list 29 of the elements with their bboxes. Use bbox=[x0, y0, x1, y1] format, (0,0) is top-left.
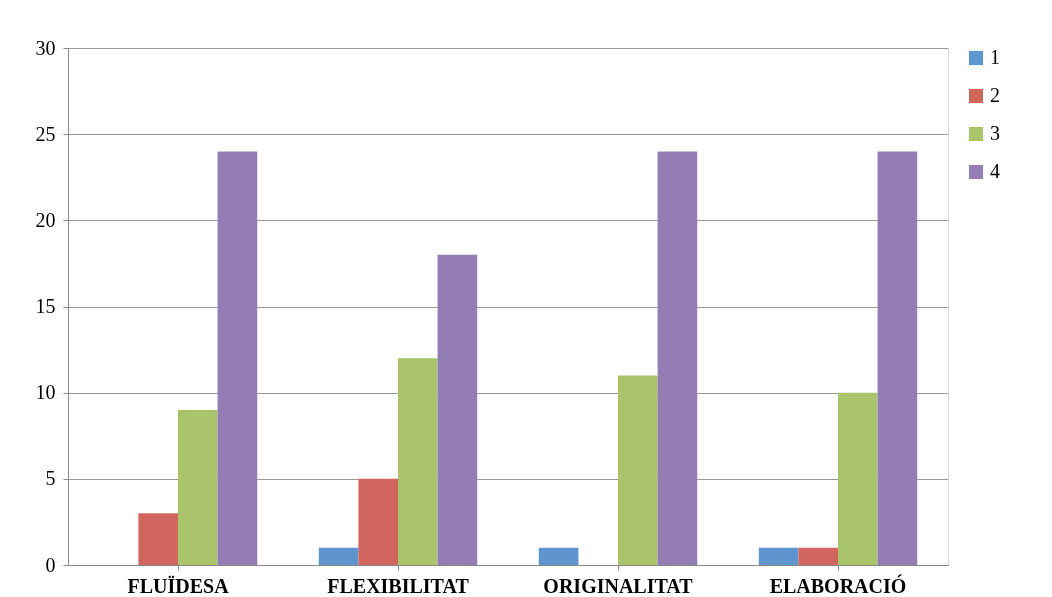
legend-label: 1 bbox=[990, 46, 1000, 68]
bar bbox=[758, 547, 799, 565]
y-tick-label: 10 bbox=[35, 381, 56, 404]
bar bbox=[877, 151, 918, 565]
y-tick-label: 5 bbox=[45, 467, 56, 490]
y-tick-label: 25 bbox=[35, 122, 56, 145]
bar bbox=[318, 547, 359, 565]
x-tick-label: ELABORACIÓ bbox=[769, 573, 907, 597]
x-tick-label: FLUÏDESA bbox=[127, 574, 230, 597]
x-tick-label: ORIGINALITAT bbox=[543, 574, 694, 597]
bar bbox=[437, 254, 478, 565]
bar bbox=[178, 409, 218, 565]
bar bbox=[798, 547, 838, 565]
y-tick-label: 0 bbox=[45, 553, 56, 576]
y-tick-label: 15 bbox=[35, 295, 56, 317]
bar bbox=[217, 151, 258, 565]
bar bbox=[618, 375, 658, 565]
y-tick-label: 30 bbox=[35, 36, 56, 59]
legend-label: 4 bbox=[990, 160, 1000, 182]
legend-label: 2 bbox=[990, 84, 1000, 106]
bar bbox=[657, 151, 698, 565]
y-tick-label: 20 bbox=[35, 208, 56, 231]
bar bbox=[138, 513, 178, 565]
x-tick-label: FLEXIBILITAT bbox=[327, 574, 470, 597]
legend-label: 3 bbox=[990, 122, 1000, 144]
bar bbox=[538, 547, 579, 565]
bar bbox=[838, 392, 878, 565]
bar bbox=[358, 478, 398, 565]
bar bbox=[398, 358, 438, 565]
